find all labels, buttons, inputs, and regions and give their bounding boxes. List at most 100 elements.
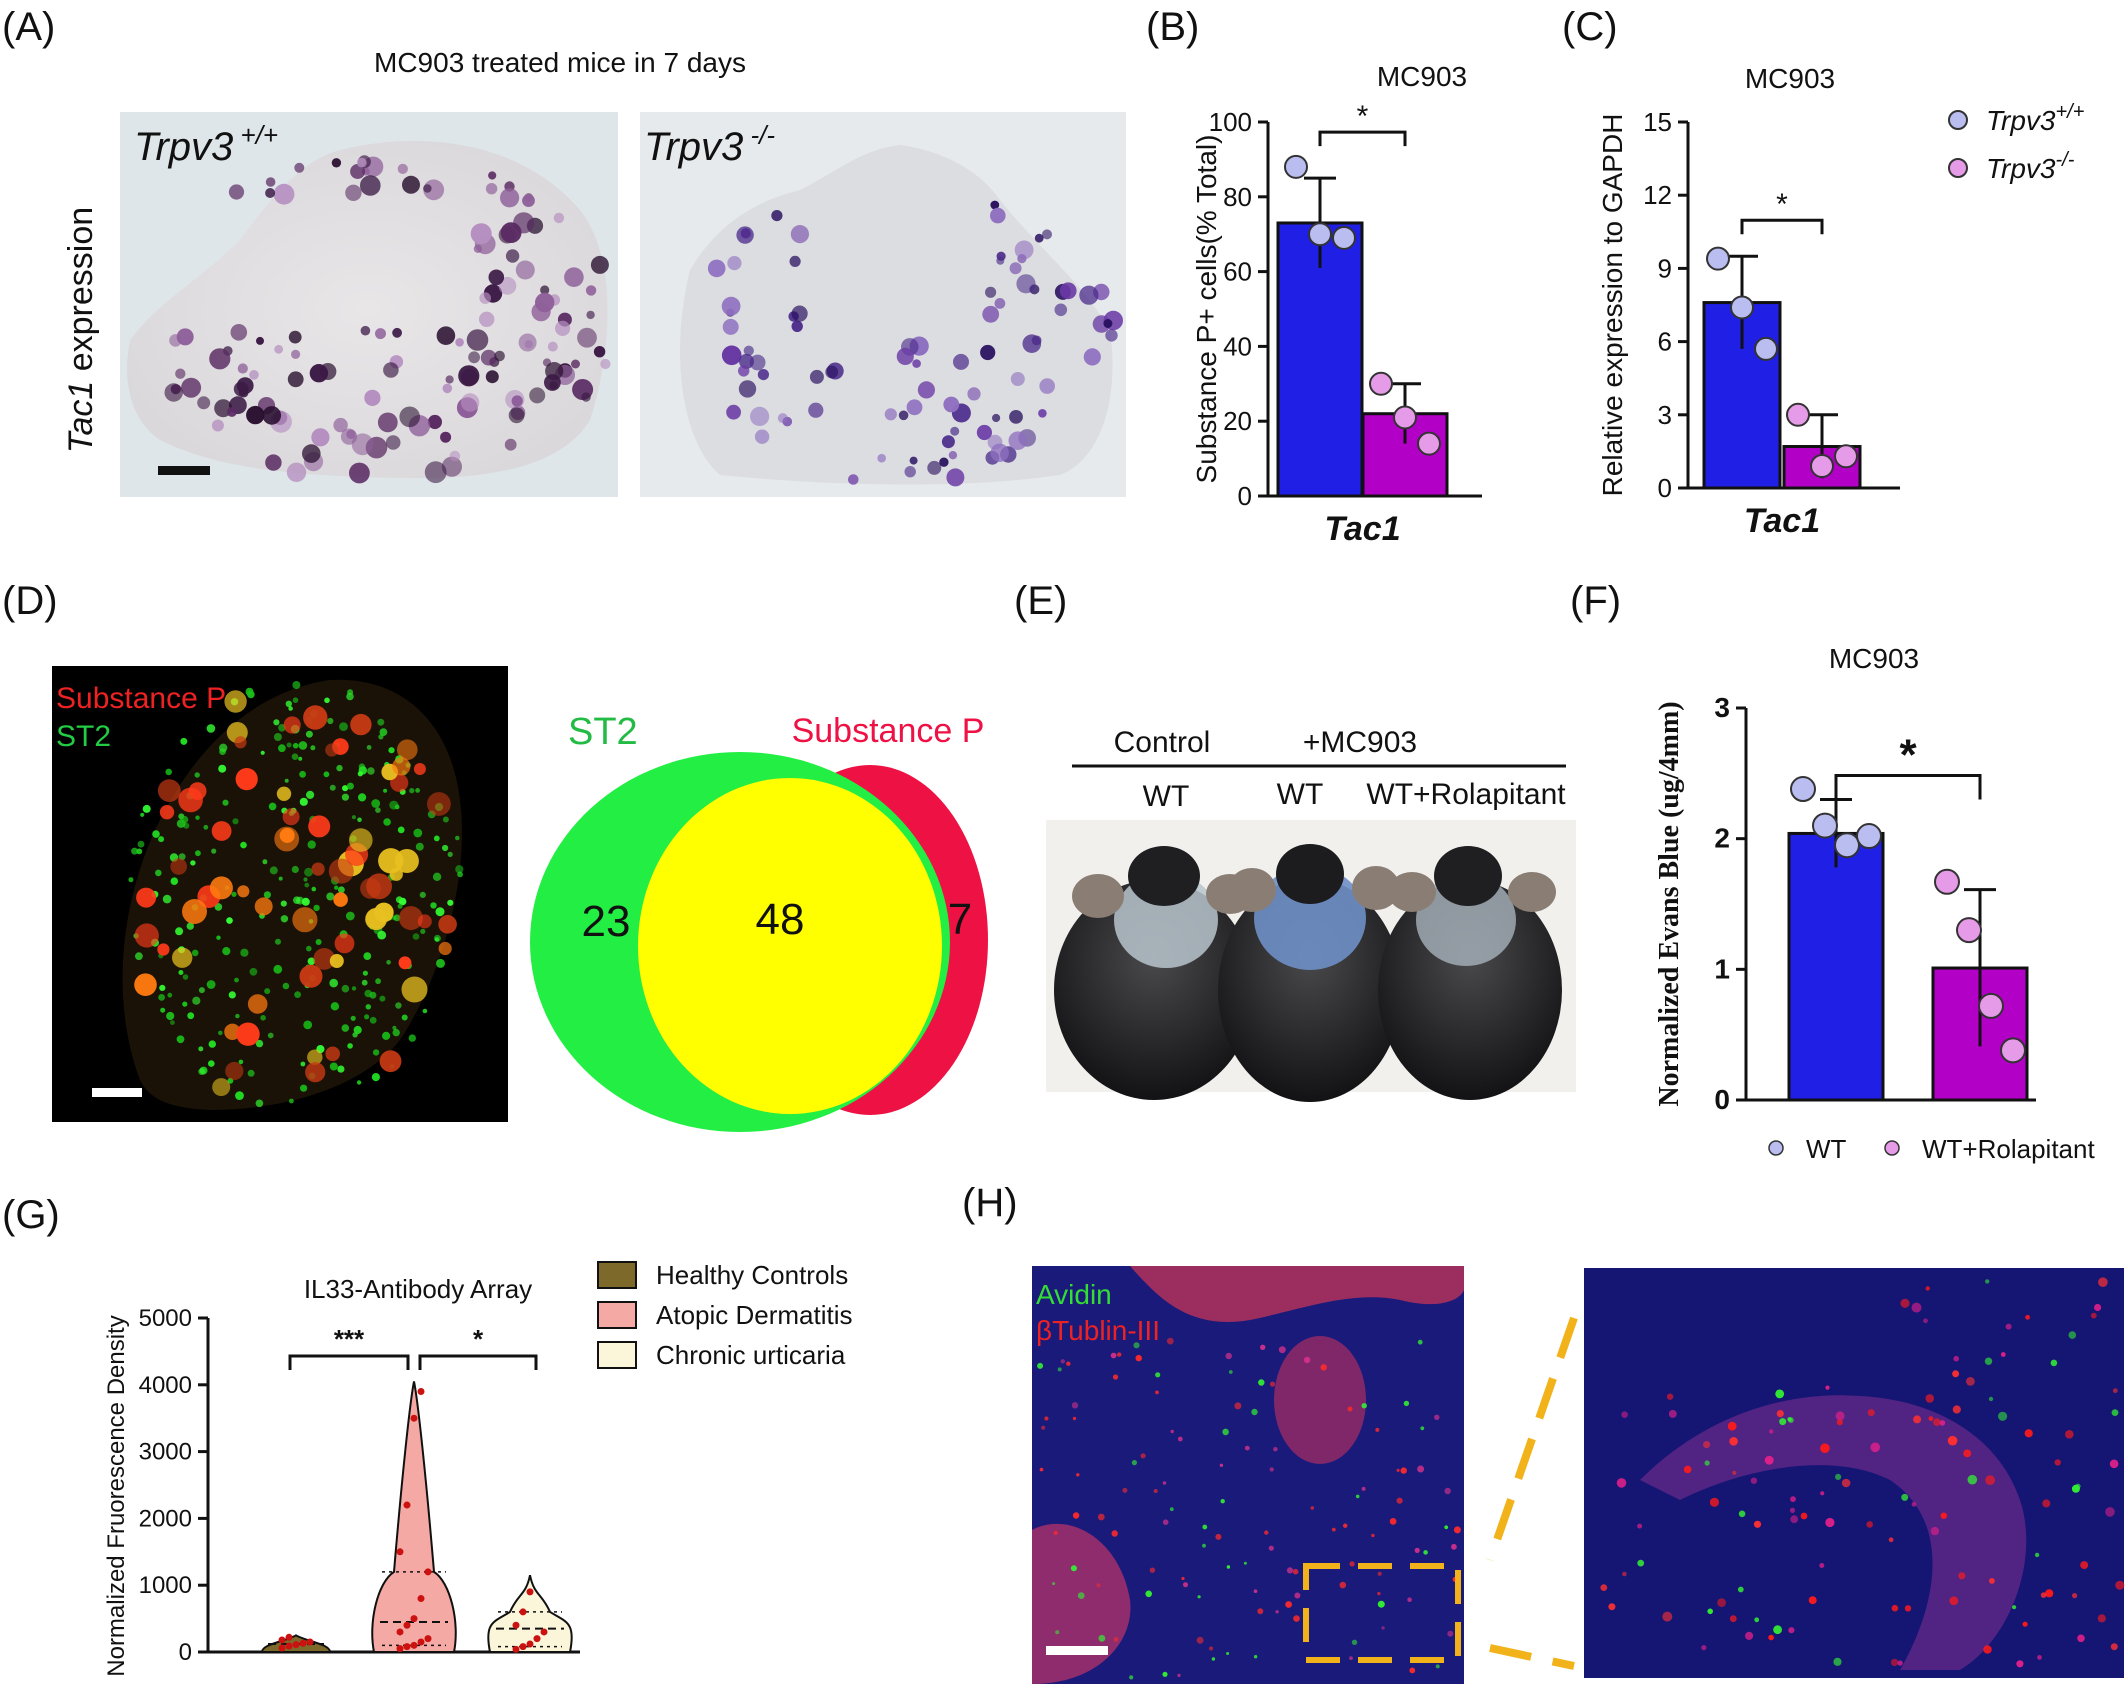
- cell-dot: [1923, 1318, 1928, 1324]
- cell-dot: [303, 705, 328, 730]
- cell-dot: [1888, 1537, 1894, 1543]
- cell-dot: [436, 958, 445, 968]
- data-point: [540, 1628, 548, 1636]
- cell-dot: [1417, 1339, 1423, 1345]
- header-control: Control: [1114, 726, 1211, 759]
- cell-dot: [198, 1046, 204, 1052]
- cell-dot: [360, 175, 381, 196]
- cell-dot: [333, 892, 348, 907]
- data-point: [1834, 444, 1858, 469]
- chart-title: MC903: [1829, 643, 1919, 674]
- cell-dot: [330, 1002, 340, 1011]
- cell-dot: [307, 1049, 323, 1065]
- cell-dot: [789, 255, 801, 267]
- cell-dot: [791, 305, 808, 322]
- cell-dot: [247, 994, 268, 1014]
- cell-dot: [1320, 1364, 1327, 1371]
- panel-letter-d: (D): [2, 579, 58, 623]
- cell-dot: [294, 991, 301, 998]
- cell-dot: [350, 713, 372, 736]
- bar-trpv3-: [1276, 221, 1364, 498]
- cell-dot: [440, 431, 452, 443]
- cell-dot: [382, 1031, 391, 1040]
- violin-atopic-dermatitis: [371, 1381, 457, 1653]
- cell-dot: [1258, 1379, 1265, 1386]
- panel-a-title: MC903 treated mice in 7 days: [374, 47, 746, 78]
- significance-label: *: [1899, 730, 1917, 779]
- cell-dot: [287, 371, 304, 388]
- cell-dot: [540, 285, 550, 295]
- cell-dot: [2111, 1409, 2119, 1416]
- cell-dot: [413, 828, 423, 838]
- cell-dot: [283, 716, 301, 734]
- hair-follicle-bulb: [1032, 1523, 1131, 1684]
- cell-dot: [262, 406, 282, 425]
- cell-dot: [442, 816, 449, 823]
- cell-dot: [1097, 1513, 1105, 1521]
- cell-dot: [228, 991, 236, 999]
- cell-dot: [1637, 1559, 1645, 1567]
- cell-dot: [1870, 1442, 1880, 1453]
- cell-dot: [750, 406, 770, 426]
- cell-dot: [299, 770, 306, 778]
- cell-dot: [1244, 1445, 1250, 1451]
- panel-letter-b: (B): [1146, 5, 1199, 49]
- cell-dot: [182, 1001, 188, 1007]
- data-point: [1417, 431, 1441, 456]
- cell-dot: [1253, 1589, 1258, 1593]
- cell-dot: [236, 1022, 260, 1046]
- cell-dot: [504, 438, 517, 451]
- cell-dot: [264, 988, 271, 995]
- header-mc903: +MC903: [1303, 726, 1417, 759]
- data-point: [1308, 222, 1332, 247]
- panel-a: (A) MC903 treated mice in 7 days Tac1 ex…: [2, 5, 1126, 497]
- cell-dot: [254, 897, 273, 916]
- label-btubulin: βTublin-III: [1036, 1315, 1160, 1346]
- zoom-box: [1303, 1563, 1461, 1663]
- cell-dot: [2065, 1430, 2074, 1439]
- cell-dot: [1096, 1583, 1101, 1588]
- data-point: [285, 1633, 293, 1641]
- cell-dot: [349, 462, 370, 484]
- cell-dot: [990, 200, 1000, 210]
- cell-dot: [379, 995, 386, 1002]
- cell-dot: [1016, 274, 1036, 294]
- y-tick-label: 0: [1238, 481, 1252, 511]
- cell-dot: [1294, 1592, 1301, 1599]
- cell-dot: [479, 292, 492, 304]
- cell-dot: [360, 325, 371, 336]
- cell-dot: [311, 428, 330, 447]
- cell-dot: [278, 876, 283, 881]
- cell-dot: [399, 406, 421, 428]
- cell-dot: [2025, 1314, 2030, 1320]
- cell-dot: [1260, 1344, 1266, 1351]
- cell-dot: [943, 396, 960, 413]
- cell-dot: [771, 210, 783, 222]
- cell-dot: [291, 753, 299, 760]
- y-tick-label: 3: [1658, 400, 1672, 430]
- cell-dot: [544, 374, 561, 391]
- cell-dot: [1149, 1567, 1156, 1573]
- y-tick-label: 3: [1714, 692, 1730, 723]
- data-point: [1369, 371, 1393, 396]
- cell-dot: [378, 848, 404, 874]
- cell-dot: [309, 364, 329, 383]
- cell-dot: [721, 345, 742, 366]
- cell-dot: [1866, 1521, 1873, 1528]
- cell-dot: [351, 433, 374, 456]
- cell-dot: [1113, 1637, 1119, 1642]
- data-point: [1706, 246, 1730, 271]
- cell-dot: [1775, 1389, 1785, 1399]
- cell-dot: [329, 784, 336, 791]
- y-tick-label: 0: [179, 1639, 192, 1666]
- cell-dot: [1662, 1611, 1673, 1622]
- data-point: [526, 1640, 534, 1648]
- cell-dot: [791, 320, 803, 332]
- stained-cells-ko: [707, 200, 1124, 487]
- legend-swatch: [597, 1341, 637, 1369]
- cell-dot: [142, 804, 151, 813]
- cell-dot: [488, 269, 505, 286]
- cell-dot: [369, 1016, 377, 1024]
- cell-dot: [946, 468, 965, 487]
